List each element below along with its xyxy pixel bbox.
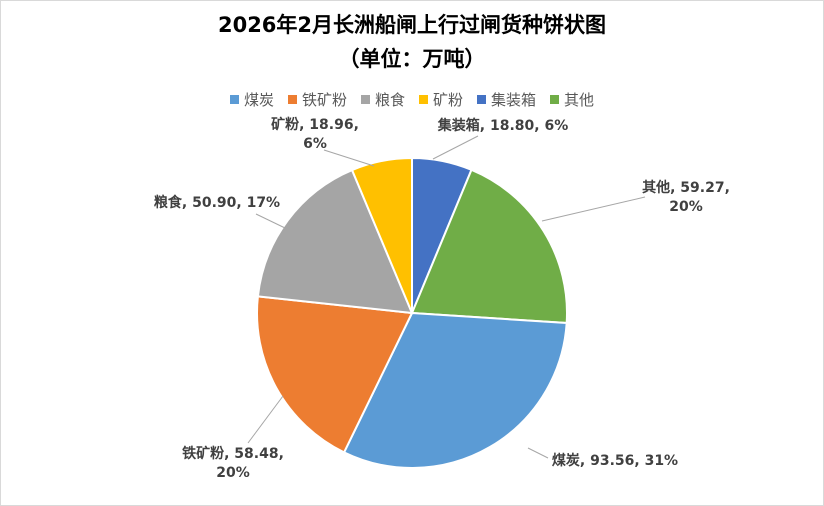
data-label-grain: 粮食, 50.90, 17% — [154, 194, 280, 211]
data-label-mineral-powder: 矿粉, 18.96, 6% — [271, 116, 359, 152]
legend-item-coal: 煤炭 — [229, 89, 274, 110]
legend-item-mineral-powder: 矿粉 — [419, 89, 463, 110]
legend-item-iron-ore-powder: 铁矿粉 — [287, 89, 347, 110]
legend-swatch — [550, 95, 560, 104]
leader-line-iron-ore-powder — [247, 395, 284, 444]
legend-swatch — [360, 95, 370, 104]
legend-swatch — [229, 95, 239, 104]
pie-slice-other — [410, 168, 568, 325]
pie-slice-iron-ore-powder — [256, 295, 414, 454]
legend-label: 铁矿粉 — [301, 91, 347, 109]
legend-swatch — [477, 95, 487, 104]
data-label-container: 集装箱, 18.80, 6% — [437, 117, 568, 134]
leader-line-other — [541, 196, 646, 222]
legend-label: 其他 — [564, 91, 595, 109]
chart-subtitle: （单位：万吨） — [338, 47, 486, 71]
legend-item-other: 其他 — [550, 89, 594, 110]
legend-item-container: 集装箱 — [477, 89, 536, 110]
data-label-iron-ore-powder: 铁矿粉, 58.48, 20% — [182, 445, 284, 481]
chart-title: 2026年2月长洲船闸上行过闸货种饼状图 — [217, 13, 607, 37]
pie-slice-coal — [342, 311, 568, 469]
legend: 煤炭 铁矿粉 粮食 矿粉 集装箱 其他 — [0, 89, 824, 110]
data-label-coal: 煤炭, 93.56, 31% — [552, 452, 678, 469]
legend-item-grain: 粮食 — [360, 89, 405, 110]
legend-label: 煤炭 — [243, 91, 274, 109]
legend-label: 集装箱 — [491, 91, 537, 109]
legend-label: 矿粉 — [433, 91, 464, 109]
legend-swatch — [419, 95, 428, 104]
pie-slice-mineral-powder — [350, 156, 413, 314]
leader-line-mineral-powder — [323, 149, 375, 167]
legend-label: 粮食 — [374, 91, 405, 109]
legend-swatch — [287, 95, 297, 104]
data-label-other: 其他, 59.27, 20% — [642, 179, 730, 215]
leader-line-coal — [527, 447, 549, 459]
leader-line-grain — [255, 213, 286, 229]
leader-line-container — [432, 135, 479, 160]
pie-slice-grain — [256, 168, 414, 315]
